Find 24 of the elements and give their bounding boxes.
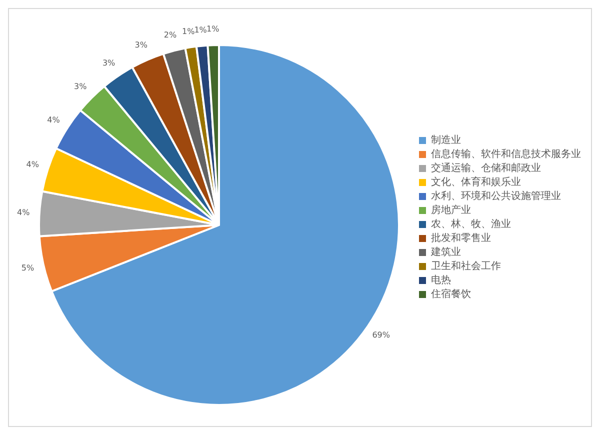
- legend-label: 文化、体育和娱乐业: [431, 176, 521, 190]
- data-label: 3%: [102, 58, 116, 68]
- legend-label: 农、林、牧、渔业: [431, 218, 511, 232]
- data-label: 69%: [372, 330, 390, 340]
- legend-label: 电热: [431, 274, 451, 288]
- legend-label: 房地产业: [431, 204, 471, 218]
- legend-label: 建筑业: [431, 246, 461, 260]
- legend-label: 交通运输、仓储和邮政业: [431, 162, 541, 176]
- data-label: 5%: [21, 263, 34, 272]
- data-label: 1%: [194, 25, 208, 34]
- legend-label: 卫生和社会工作: [431, 260, 501, 274]
- data-label: 3%: [134, 40, 148, 50]
- data-label: 4%: [47, 115, 60, 124]
- data-label: 1%: [206, 24, 220, 34]
- legend-label: 制造业: [431, 134, 461, 148]
- data-label: 4%: [26, 160, 40, 169]
- data-label: 2%: [164, 30, 177, 40]
- data-label: 1%: [182, 26, 196, 36]
- data-label: 3%: [74, 82, 88, 91]
- data-label: 4%: [17, 208, 30, 218]
- legend-label: 信息传输、软件和信息技术服务业: [431, 148, 581, 162]
- legend-label: 批发和零售业: [431, 232, 491, 246]
- legend-label: 水利、环境和公共设施管理业: [431, 190, 561, 204]
- legend-label: 住宿餐饮: [431, 288, 471, 302]
